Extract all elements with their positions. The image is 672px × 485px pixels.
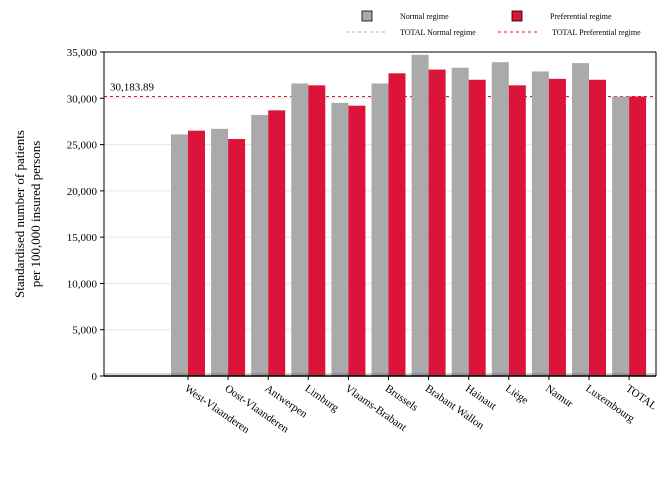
y-tick-label: 35,000 — [67, 47, 98, 59]
bar — [532, 71, 549, 376]
legend-label: Normal regime — [400, 12, 449, 21]
bar — [188, 131, 205, 376]
y-tick-label: 0 — [92, 371, 98, 383]
bar — [389, 73, 406, 376]
bar — [549, 79, 566, 376]
bar — [211, 129, 228, 376]
bar — [372, 83, 389, 376]
bar — [509, 85, 526, 376]
bar — [331, 103, 348, 376]
y-axis-label-line: Standardised number of patients — [12, 130, 27, 298]
bar — [492, 62, 509, 376]
bar — [291, 83, 308, 376]
bar — [412, 55, 429, 376]
y-tick-label: 10,000 — [67, 278, 98, 290]
y-tick-label: 15,000 — [67, 232, 98, 244]
bar — [469, 80, 486, 376]
y-tick-label: 5,000 — [72, 325, 97, 337]
y-axis-label-text: Standardised number of patientsper 100,0… — [12, 130, 43, 298]
bar — [308, 85, 325, 376]
legend-label: Preferential regime — [550, 12, 612, 21]
bar — [452, 68, 469, 376]
y-axis-label: Standardised number of patientsper 100,0… — [12, 130, 43, 298]
bar — [171, 134, 188, 376]
y-tick-label: 20,000 — [67, 186, 98, 198]
legend-label: TOTAL Preferential regime — [552, 28, 641, 37]
y-tick-label: 30,000 — [67, 93, 98, 105]
reference-value-label: 30,183.89 — [110, 82, 155, 94]
bar — [268, 110, 285, 376]
bar — [629, 97, 646, 376]
legend-swatch — [362, 11, 372, 21]
bar — [612, 97, 629, 376]
legend-label: TOTAL Normal regime — [400, 28, 476, 37]
bar — [228, 139, 245, 376]
bar — [429, 70, 446, 376]
bar — [348, 106, 365, 376]
legend-swatch — [512, 11, 522, 21]
reference-line-label: 30,183.89 — [110, 82, 155, 94]
y-axis-label-line: per 100,000 insured persons — [28, 141, 43, 288]
bar — [589, 80, 606, 376]
y-tick-label: 25,000 — [67, 140, 98, 152]
bar — [251, 115, 268, 376]
bar — [572, 63, 589, 376]
